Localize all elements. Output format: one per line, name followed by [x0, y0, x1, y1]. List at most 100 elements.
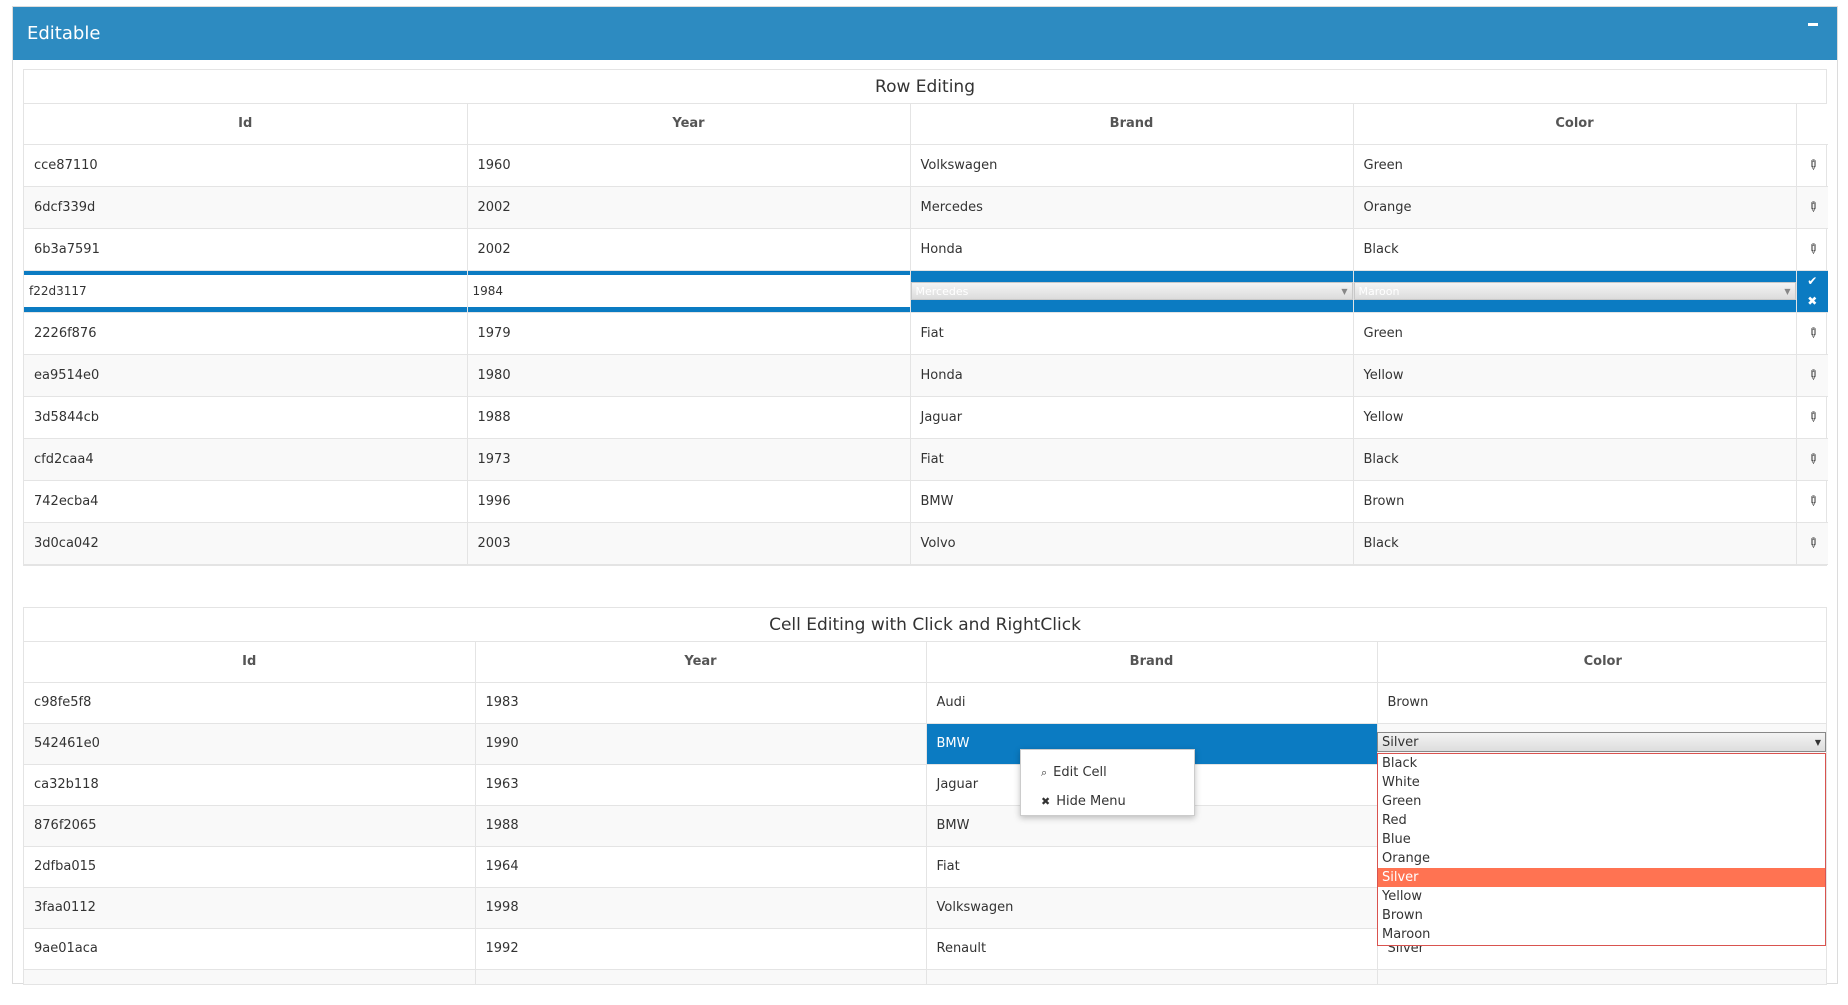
row-edit-button[interactable]: ✎ [1796, 522, 1828, 565]
cell-color[interactable] [1377, 969, 1826, 984]
cell-color[interactable]: Yellow [1353, 354, 1797, 397]
table-row-editing[interactable]: Mercedes ▼ Maroon ▼ ✔ ✖ [24, 270, 1828, 313]
cell-id[interactable]: 6dcf339d [24, 186, 468, 229]
cell-color[interactable]: Brown [1377, 682, 1826, 724]
row-edit-button[interactable]: ✎ [1796, 438, 1828, 481]
cell-brand-selected[interactable]: BMW [926, 723, 1378, 765]
cell-brand[interactable]: Volvo [910, 522, 1354, 565]
column-header-year[interactable]: Year [475, 642, 927, 683]
cell-id[interactable]: c98fe5f8 [24, 682, 476, 724]
cell-id[interactable]: 9ae01aca [24, 928, 476, 970]
table-row[interactable]: cce87110 1960 Volkswagen Green ✎ [24, 144, 1828, 187]
column-header-color[interactable]: Color [1353, 104, 1797, 145]
cell-year[interactable]: 1998 [475, 887, 927, 929]
option-black[interactable]: Black [1382, 756, 1418, 771]
menu-item-hide-menu[interactable]: ✖ Hide Menu [1021, 787, 1194, 816]
cell-year[interactable]: 1983 [475, 682, 927, 724]
row-edit-button[interactable]: ✎ [1796, 186, 1828, 229]
row-edit-button[interactable]: ✎ [1796, 480, 1828, 523]
cell-year[interactable]: 1988 [467, 396, 911, 439]
cell-id[interactable]: 6b3a7591 [24, 228, 468, 271]
table-row[interactable]: 2226f876 1979 Fiat Green ✎ [24, 312, 1828, 355]
row-edit-button[interactable]: ✎ [1796, 354, 1828, 397]
cell-brand[interactable]: Fiat [910, 438, 1354, 481]
table-row[interactable]: cfd2caa4 1973 Fiat Black ✎ [24, 438, 1828, 481]
cell-color[interactable]: Yellow [1353, 396, 1797, 439]
close-icon[interactable]: ✖ [1807, 294, 1818, 308]
cell-color[interactable]: Green [1353, 312, 1797, 355]
cell-brand[interactable]: BMW [926, 805, 1378, 847]
option-white[interactable]: White [1382, 775, 1420, 790]
cell-year[interactable]: 1963 [475, 764, 927, 806]
cell-year[interactable]: 1979 [467, 312, 911, 355]
cell-brand[interactable]: Fiat [926, 846, 1378, 888]
cell-year[interactable]: 1990 [475, 723, 927, 765]
id-input[interactable] [24, 275, 467, 307]
cell-color[interactable]: Black [1353, 228, 1797, 271]
cell-id[interactable] [24, 969, 476, 984]
cell-id[interactable]: 2226f876 [24, 312, 468, 355]
table-row[interactable]: 3d0ca042 2003 Volvo Black ✎ [24, 522, 1828, 565]
cell-id[interactable]: 876f2065 [24, 805, 476, 847]
year-input[interactable] [467, 275, 910, 307]
cell-id[interactable]: 3d0ca042 [24, 522, 468, 565]
cell-id[interactable]: 3d5844cb [24, 396, 468, 439]
cell-brand[interactable]: Honda [910, 354, 1354, 397]
cell-brand[interactable]: Honda [910, 228, 1354, 271]
option-brown[interactable]: Brown [1382, 908, 1423, 923]
column-header-id[interactable]: Id [24, 642, 476, 683]
cell-brand[interactable]: BMW [910, 480, 1354, 523]
cell-id[interactable]: 742ecba4 [24, 480, 468, 523]
table-row[interactable]: 742ecba4 1996 BMW Brown ✎ [24, 480, 1828, 523]
cell-year[interactable] [475, 969, 927, 984]
cell-year[interactable]: 1988 [475, 805, 927, 847]
option-yellow[interactable]: Yellow [1382, 889, 1423, 904]
row-edit-button[interactable]: ✎ [1796, 228, 1828, 271]
cell-brand[interactable]: Volkswagen [910, 144, 1354, 187]
cell-year[interactable]: 1964 [475, 846, 927, 888]
column-header-color[interactable]: Color [1377, 642, 1826, 683]
option-blue[interactable]: Blue [1382, 832, 1411, 847]
collapse-button[interactable] [1805, 17, 1821, 33]
cell-color[interactable]: Green [1353, 144, 1797, 187]
column-header-year[interactable]: Year [467, 104, 911, 145]
check-icon[interactable]: ✔ [1807, 274, 1818, 288]
cell-color[interactable]: Black [1353, 438, 1797, 481]
cell-brand[interactable]: Mercedes [910, 186, 1354, 229]
cell-id[interactable]: cce87110 [24, 144, 468, 187]
cell-year[interactable]: 1996 [467, 480, 911, 523]
cell-brand[interactable]: Jaguar [910, 396, 1354, 439]
cell-brand[interactable]: Audi [926, 682, 1378, 724]
cell-year[interactable]: 2002 [467, 186, 911, 229]
row-edit-button[interactable]: ✎ [1796, 312, 1828, 355]
option-red[interactable]: Red [1382, 813, 1407, 828]
cell-brand[interactable] [926, 969, 1378, 984]
row-edit-button[interactable]: ✎ [1796, 144, 1828, 187]
cell-id[interactable]: 542461e0 [24, 723, 476, 765]
cell-id[interactable]: 2dfba015 [24, 846, 476, 888]
menu-item-edit-cell[interactable]: ⌕ Edit Cell [1021, 758, 1194, 787]
table-row[interactable]: 3d5844cb 1988 Jaguar Yellow ✎ [24, 396, 1828, 439]
cell-year[interactable]: 2003 [467, 522, 911, 565]
row-edit-button[interactable]: ✎ [1796, 396, 1828, 439]
column-header-brand[interactable]: Brand [926, 642, 1378, 683]
cell-year[interactable]: 1960 [467, 144, 911, 187]
cell-year[interactable]: 1973 [467, 438, 911, 481]
cell-id[interactable]: 3faa0112 [24, 887, 476, 929]
cell-year[interactable]: 1980 [467, 354, 911, 397]
table-row[interactable]: 6dcf339d 2002 Mercedes Orange ✎ [24, 186, 1828, 229]
cell-year[interactable]: 2002 [467, 228, 911, 271]
table-row[interactable] [24, 969, 1826, 984]
table-row[interactable]: 6b3a7591 2002 Honda Black ✎ [24, 228, 1828, 271]
cell-year[interactable]: 1992 [475, 928, 927, 970]
color-cell-select[interactable]: Silver ▼ [1377, 732, 1826, 752]
cell-color[interactable]: Black [1353, 522, 1797, 565]
color-select[interactable]: Maroon ▼ [1353, 282, 1796, 300]
column-header-brand[interactable]: Brand [910, 104, 1354, 145]
cell-brand[interactable]: Renault [926, 928, 1378, 970]
option-orange[interactable]: Orange [1382, 851, 1431, 866]
cell-brand[interactable]: Volkswagen [926, 887, 1378, 929]
table-row[interactable]: c98fe5f8 1983 Audi Brown [24, 682, 1826, 724]
table-row[interactable]: ea9514e0 1980 Honda Yellow ✎ [24, 354, 1828, 397]
cell-color[interactable]: Orange [1353, 186, 1797, 229]
